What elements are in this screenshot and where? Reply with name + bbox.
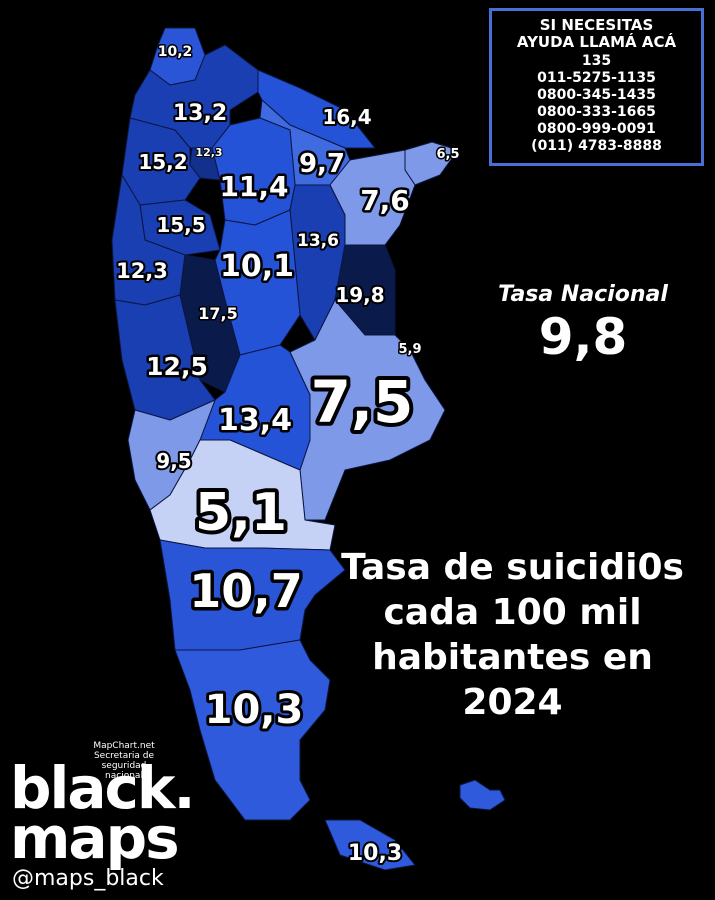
credit-line: seguridad nacional: [101, 761, 147, 781]
hotline-number: (011) 4783-8888: [531, 138, 662, 154]
hotline-number: 0800-333-1665: [537, 104, 656, 120]
credit-line: Secretaria de: [93, 751, 155, 761]
source-credits: MapChart.net Secretaria de seguridad nac…: [84, 741, 164, 781]
brand-logo: black. maps: [10, 754, 196, 872]
headline-line: Tasa de suicidi0s: [341, 547, 684, 588]
falkland-islands: [459, 779, 506, 811]
province-santiago: [211, 117, 296, 226]
hotline-number: 011-5275-1135: [537, 70, 656, 86]
hotline-number: 0800-999-0091: [537, 121, 656, 137]
province-santa-cruz: [174, 639, 331, 821]
national-rate-value: 9,8: [538, 308, 628, 366]
province-chubut: [159, 539, 346, 651]
headline-line: 2024: [462, 682, 563, 723]
social-handle: @maps_black: [12, 866, 164, 891]
help-title-line1: SI NECESITAS: [539, 16, 654, 34]
headline-line: cada 100 mil: [383, 592, 642, 633]
help-title: SI NECESITAS AYUDA LLAMÁ ACÁ: [492, 17, 701, 51]
headline-line: habitantes en: [372, 637, 653, 678]
hotline-number: 0800-345-1435: [537, 87, 656, 103]
brand-line1: black.: [10, 754, 196, 822]
help-title-line2: AYUDA LLAMÁ ACÁ: [516, 33, 677, 51]
province-tierra-del-fuego: [324, 819, 416, 871]
hotline-number: 135: [581, 53, 612, 69]
help-hotline-box: SI NECESITAS AYUDA LLAMÁ ACÁ 135 011-527…: [489, 8, 704, 166]
credit-line: MapChart.net: [93, 741, 155, 751]
headline: Tasa de suicidi0s cada 100 mil habitante…: [340, 545, 685, 725]
national-rate-label: Tasa Nacional: [498, 282, 668, 307]
brand-line2: maps: [10, 804, 180, 872]
